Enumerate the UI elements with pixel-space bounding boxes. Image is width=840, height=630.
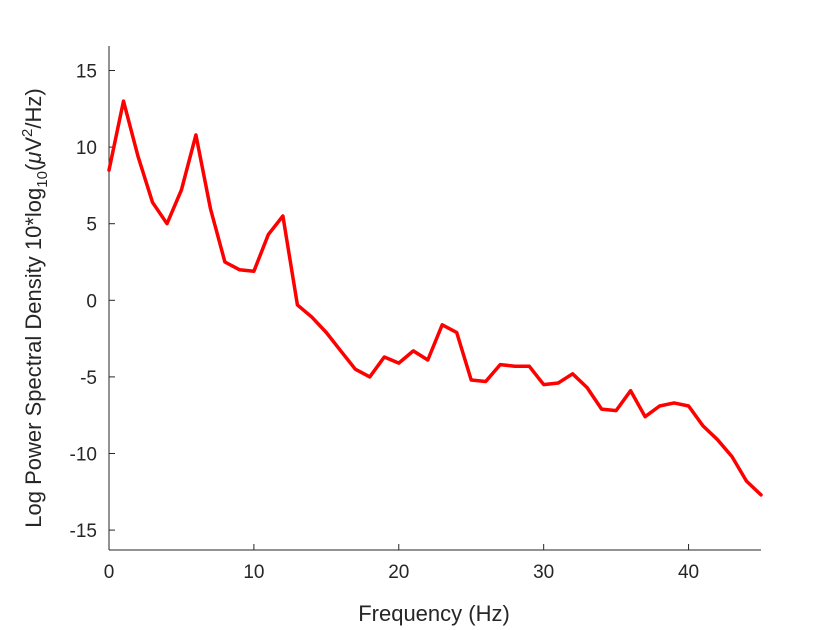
y-axis-label-subscript: 10 xyxy=(34,171,51,188)
y-tick-label: -10 xyxy=(70,444,97,465)
x-tick-label: 20 xyxy=(388,562,409,583)
y-tick-label: 10 xyxy=(76,138,97,159)
y-axis-label-unit: V xyxy=(21,137,46,152)
y-axis-label-superscript: 2 xyxy=(19,129,36,137)
y-axis-label-open: ( xyxy=(21,163,46,171)
y-axis-label-close: /Hz) xyxy=(21,88,46,128)
y-axis-label: Log Power Spectral Density 10*log10(μV2/… xyxy=(19,88,51,527)
y-axis-label-prefix: Log Power Spectral Density 10*log xyxy=(21,188,46,528)
y-tick-label: -15 xyxy=(70,521,97,542)
psd-series-line xyxy=(107,99,763,497)
x-tick-label: 40 xyxy=(678,562,699,583)
x-axis-label: Frequency (Hz) xyxy=(358,601,510,626)
y-axis-label-mu: μ xyxy=(21,152,46,165)
y-tick-label: 15 xyxy=(76,62,97,83)
y-tick-label: 5 xyxy=(86,215,97,236)
y-ticks: 15 10 5 0 -5 -10 -15 xyxy=(70,62,115,542)
y-tick-label: -5 xyxy=(80,368,97,389)
axes xyxy=(108,46,761,551)
x-tick-label: 0 xyxy=(104,562,115,583)
y-tick-label: 0 xyxy=(86,291,97,312)
x-tick-label: 10 xyxy=(243,562,264,583)
x-tick-label: 30 xyxy=(533,562,554,583)
x-ticks: 0 10 20 30 40 xyxy=(104,544,699,583)
data-points xyxy=(108,101,762,495)
